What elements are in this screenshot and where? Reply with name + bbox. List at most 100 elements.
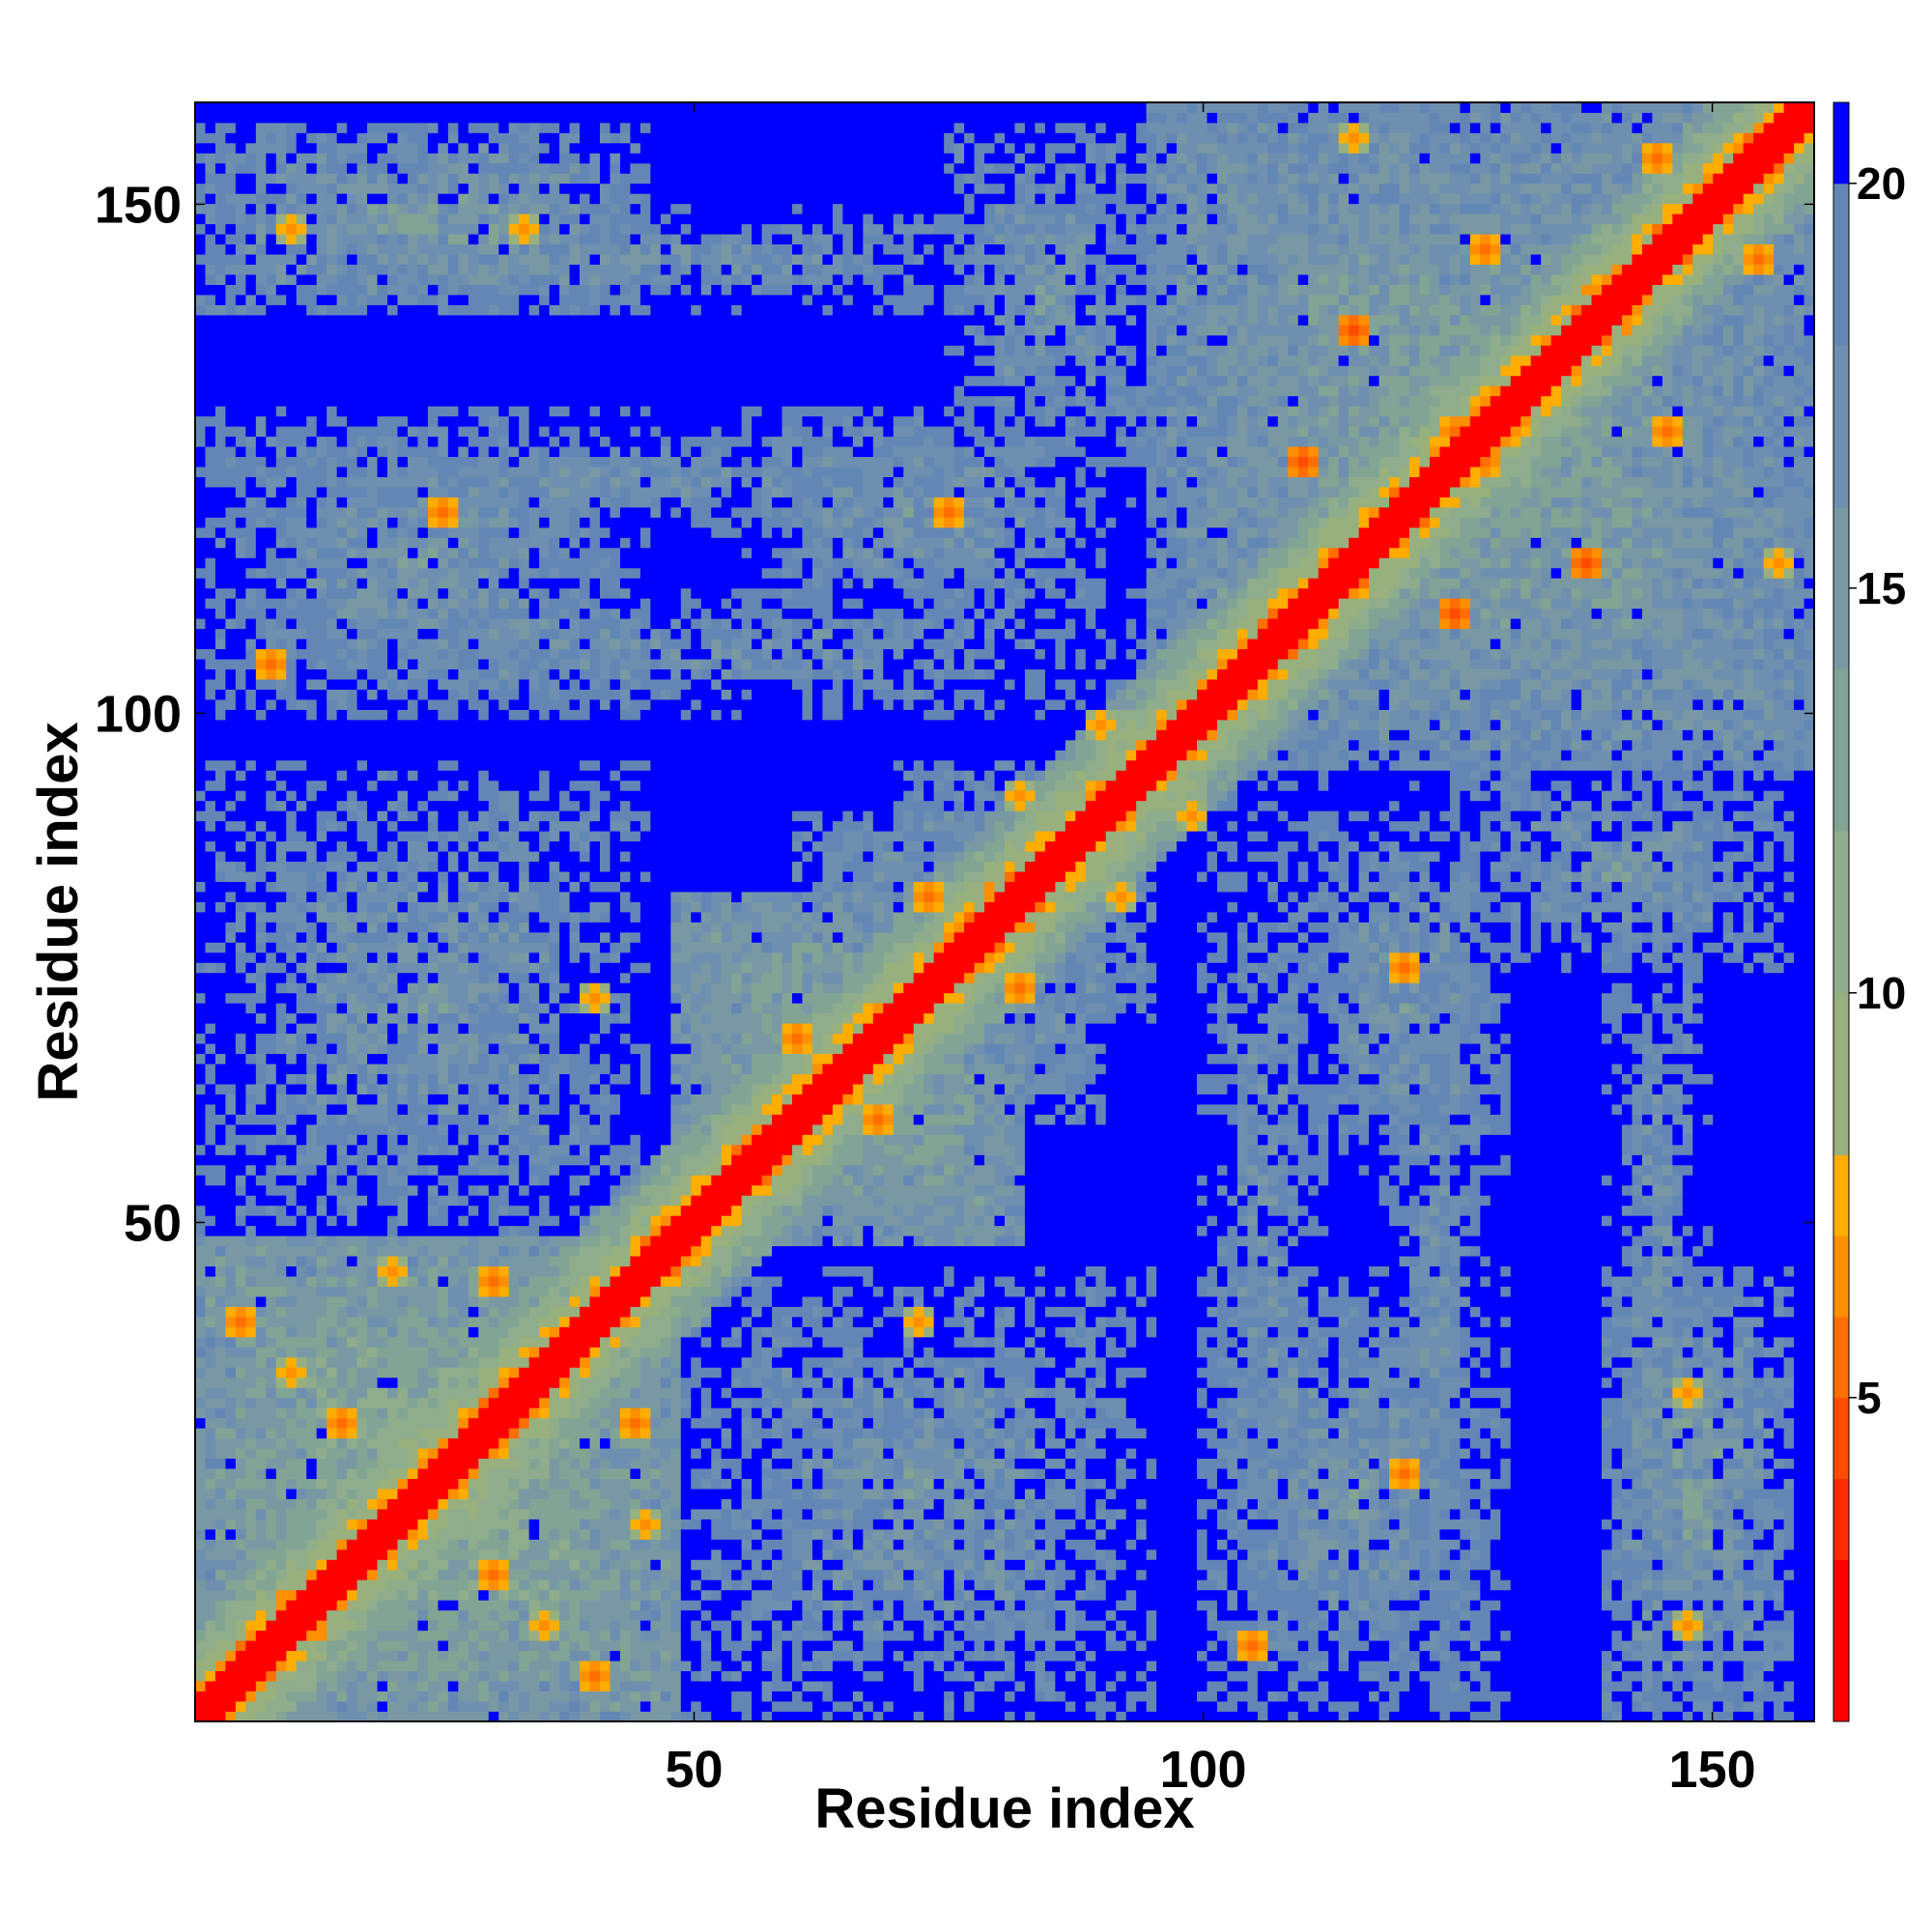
heatmap-cell bbox=[336, 1661, 348, 1672]
heatmap-cell bbox=[417, 1569, 429, 1580]
heatmap-cell bbox=[336, 810, 348, 822]
heatmap-cell bbox=[478, 709, 490, 721]
heatmap-cell bbox=[377, 203, 388, 214]
heatmap-cell bbox=[458, 1600, 469, 1611]
heatmap-cell bbox=[458, 1701, 469, 1712]
heatmap-cell bbox=[417, 1094, 429, 1105]
heatmap-cell bbox=[387, 1084, 398, 1094]
heatmap-cell bbox=[327, 1154, 338, 1166]
heatmap-cell bbox=[235, 234, 246, 245]
heatmap-cell bbox=[286, 1043, 298, 1055]
heatmap-cell bbox=[407, 1205, 418, 1216]
heatmap-cell bbox=[195, 1579, 206, 1591]
heatmap-cell bbox=[296, 1256, 307, 1267]
heatmap-cell bbox=[356, 1377, 368, 1388]
heatmap-cell bbox=[214, 881, 226, 893]
heatmap-cell bbox=[296, 810, 307, 822]
heatmap-cell bbox=[316, 1489, 327, 1499]
heatmap-cell bbox=[377, 345, 388, 356]
heatmap-cell bbox=[478, 1528, 490, 1540]
heatmap-cell bbox=[245, 487, 257, 497]
heatmap-cell bbox=[347, 1620, 358, 1632]
heatmap-cell bbox=[316, 1094, 327, 1105]
heatmap-cell bbox=[356, 193, 368, 205]
heatmap-cell bbox=[336, 1195, 348, 1207]
heatmap-cell bbox=[438, 1154, 449, 1166]
heatmap-cell bbox=[225, 1225, 237, 1236]
heatmap-cell bbox=[397, 639, 409, 650]
heatmap-cell bbox=[397, 1123, 409, 1135]
heatmap-cell bbox=[377, 1681, 388, 1691]
heatmap-cell bbox=[387, 1114, 398, 1125]
heatmap-cell bbox=[438, 587, 449, 599]
heatmap-cell bbox=[407, 295, 418, 305]
heatmap-cell bbox=[266, 1407, 277, 1419]
heatmap-cell bbox=[417, 892, 429, 902]
heatmap-cell bbox=[235, 1528, 246, 1540]
heatmap-cell bbox=[225, 1528, 237, 1540]
heatmap-cell bbox=[195, 982, 206, 994]
heatmap-cell bbox=[377, 1003, 388, 1014]
heatmap-cell bbox=[458, 1458, 469, 1469]
heatmap-cell bbox=[447, 1509, 459, 1520]
heatmap-cell bbox=[316, 871, 327, 882]
heatmap-cell bbox=[296, 1296, 307, 1307]
heatmap-cell bbox=[225, 1428, 237, 1439]
heatmap-cell bbox=[377, 1317, 388, 1327]
heatmap-cell bbox=[377, 264, 388, 275]
heatmap-cell bbox=[488, 831, 499, 842]
heatmap-cell bbox=[387, 689, 398, 700]
heatmap-cell bbox=[255, 1265, 267, 1277]
heatmap-cell bbox=[235, 1286, 246, 1297]
heatmap-cell bbox=[275, 264, 287, 275]
heatmap-cell bbox=[356, 952, 368, 963]
heatmap-cell bbox=[327, 547, 338, 558]
heatmap-cell bbox=[286, 1681, 298, 1691]
heatmap-cell bbox=[255, 931, 267, 943]
heatmap-cell bbox=[478, 1104, 490, 1115]
heatmap-cell bbox=[316, 1620, 327, 1632]
heatmap-cell bbox=[458, 942, 469, 953]
heatmap-cell bbox=[458, 800, 469, 811]
heatmap-cell bbox=[508, 1347, 520, 1358]
heatmap-cell bbox=[367, 1711, 378, 1722]
heatmap-cell bbox=[407, 1012, 418, 1024]
heatmap-cell bbox=[377, 1448, 388, 1460]
heatmap-cell bbox=[214, 1205, 226, 1216]
heatmap-cell bbox=[397, 820, 409, 832]
heatmap-cell bbox=[347, 931, 358, 943]
heatmap-cell bbox=[387, 274, 398, 285]
heatmap-cell bbox=[296, 1609, 307, 1621]
heatmap-cell bbox=[417, 1661, 429, 1672]
heatmap-cell bbox=[387, 831, 398, 842]
heatmap-cell bbox=[356, 800, 368, 811]
heatmap-cell bbox=[397, 1084, 409, 1094]
heatmap-cell bbox=[296, 729, 307, 741]
heatmap-cell bbox=[347, 456, 358, 468]
heatmap-cell bbox=[438, 1215, 449, 1227]
heatmap-cell bbox=[447, 1144, 459, 1155]
heatmap-cell bbox=[195, 1711, 206, 1722]
heatmap-cell bbox=[245, 770, 257, 781]
heatmap-cell bbox=[275, 1184, 287, 1196]
heatmap-cell bbox=[417, 1134, 429, 1146]
heatmap-cell bbox=[336, 901, 348, 913]
heatmap-cell bbox=[205, 567, 216, 579]
heatmap-cell bbox=[214, 901, 226, 913]
heatmap-cell bbox=[336, 598, 348, 610]
heatmap-cell bbox=[214, 1661, 226, 1672]
heatmap-cell bbox=[296, 1347, 307, 1358]
heatmap-cell bbox=[377, 1012, 388, 1024]
heatmap-cell bbox=[407, 892, 418, 902]
heatmap-cell bbox=[397, 901, 409, 913]
heatmap-cell bbox=[214, 1236, 226, 1247]
heatmap-cell bbox=[387, 1336, 398, 1348]
heatmap-cell bbox=[347, 1053, 358, 1065]
heatmap-cell bbox=[245, 406, 257, 417]
heatmap-cell bbox=[347, 1559, 358, 1571]
heatmap-cell bbox=[508, 1640, 520, 1652]
heatmap-cell bbox=[438, 892, 449, 902]
heatmap-cell bbox=[488, 1205, 499, 1216]
heatmap-cell bbox=[286, 1519, 298, 1530]
heatmap-cell bbox=[296, 406, 307, 417]
